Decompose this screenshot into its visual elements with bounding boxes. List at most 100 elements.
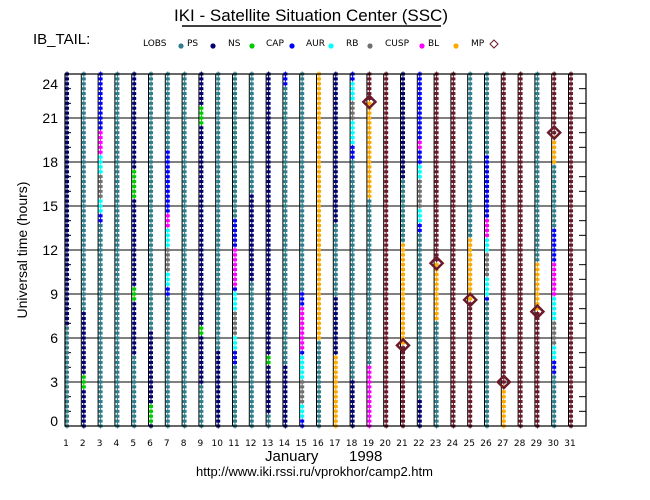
data-dot-stem [520, 350, 522, 356]
data-dot-stem [217, 403, 219, 409]
data-dot-stem [133, 306, 135, 312]
data-dot-stem [486, 394, 488, 400]
data-dot-stem [133, 389, 135, 395]
data-dot-stem [436, 159, 438, 165]
data-dot-stem [116, 159, 118, 165]
data-dot-stem [520, 159, 522, 165]
data-dot-stem [284, 188, 286, 194]
segment-rb [350, 100, 355, 121]
data-dot-stem [66, 179, 68, 185]
segment-lobs [485, 301, 489, 429]
segment-out [401, 345, 405, 429]
data-dot-stem [335, 110, 337, 116]
data-dot-stem [217, 267, 219, 273]
data-dot-stem [436, 311, 438, 317]
segment-ns [132, 286, 137, 302]
data-dot-stem [66, 374, 68, 380]
data-dot-stem [503, 320, 505, 326]
data-dot-stem [452, 384, 454, 390]
data-dot-stem [150, 183, 152, 189]
data-dot-stem [536, 345, 538, 351]
data-dot-stem [536, 154, 538, 160]
data-dot-stem [234, 120, 236, 126]
data-dot-stem [335, 320, 337, 326]
data-dot-stem [100, 154, 102, 160]
data-dot-stem [368, 276, 370, 282]
data-dot-stem [66, 208, 68, 214]
data-dot-stem [436, 379, 438, 385]
data-dot-stem [318, 232, 320, 238]
data-dot-stem [217, 242, 219, 248]
data-dot-stem [268, 218, 270, 224]
data-dot-stem [66, 164, 68, 170]
data-dot-stem [385, 364, 387, 370]
data-dot-stem [469, 198, 471, 204]
data-dot-stem [116, 144, 118, 150]
data-dot-stem [352, 149, 354, 155]
data-dot-stem [352, 374, 354, 380]
data-dot-stem [335, 394, 337, 400]
data-dot-stem [268, 262, 270, 268]
segment-aur [300, 355, 305, 380]
chart-title: IKI - Satellite Situation Center (SSC) [174, 6, 448, 25]
data-dot-stem [368, 252, 370, 258]
data-dot-stem [268, 76, 270, 82]
segment-lobs [182, 71, 187, 429]
data-dot-stem [419, 154, 421, 160]
data-dot-stem [200, 223, 202, 229]
data-dot-stem [570, 296, 572, 302]
data-dot-stem [116, 262, 118, 268]
data-dot-stem [335, 149, 337, 155]
data-dot-stem [452, 374, 454, 380]
data-dot-stem [200, 95, 202, 101]
data-dot-stem [284, 252, 286, 258]
data-dot-stem [251, 198, 253, 204]
data-dot-stem [503, 379, 505, 385]
data-dot-stem [503, 183, 505, 189]
segment-out [535, 311, 540, 429]
data-dot-stem [100, 291, 102, 297]
data-dot-stem [368, 355, 370, 361]
data-dot-stem [251, 262, 253, 268]
data-dot-stem [503, 311, 505, 317]
data-dot-stem [570, 227, 572, 233]
segment-out [384, 71, 389, 429]
source-url: http://www.iki.rssi.ru/vprokhor/camp2.ht… [196, 464, 433, 479]
data-dot-stem [570, 139, 572, 145]
data-dot-stem [284, 359, 286, 365]
data-dot-stem [335, 418, 337, 424]
data-dot-stem [436, 301, 438, 307]
data-dot-stem [402, 120, 404, 126]
data-dot-stem [385, 399, 387, 405]
data-dot-stem [251, 144, 253, 150]
data-dot-stem [217, 399, 219, 405]
data-dot-stem [200, 100, 202, 106]
data-dot-stem [184, 276, 186, 282]
segment-out [451, 71, 456, 429]
data-dot-stem [268, 394, 270, 400]
data-dot-stem [301, 120, 303, 126]
data-dot-stem [503, 115, 505, 121]
data-dot-stem [352, 355, 354, 361]
data-dot-stem [419, 223, 421, 229]
data-dot-stem [133, 193, 135, 199]
data-dot-stem [200, 301, 202, 307]
data-dot-stem [284, 369, 286, 375]
segment-cap [233, 286, 237, 292]
data-dot-stem [520, 276, 522, 282]
data-dot-stem [100, 242, 102, 248]
data-dot-stem [268, 311, 270, 317]
data-dot-stem [520, 330, 522, 336]
data-dot-stem [469, 237, 471, 243]
data-dot-stem [318, 115, 320, 121]
data-dot-stem [536, 149, 538, 155]
data-dot-stem [335, 267, 337, 273]
data-dot-stem [301, 76, 303, 82]
data-dot-stem [167, 218, 169, 224]
year-label: 1998 [349, 448, 382, 465]
data-dot-stem [503, 364, 505, 370]
data-dot-stem [553, 198, 555, 204]
data-dot-stem [385, 350, 387, 356]
data-dot-stem [200, 330, 202, 336]
data-dot-stem [167, 208, 169, 214]
